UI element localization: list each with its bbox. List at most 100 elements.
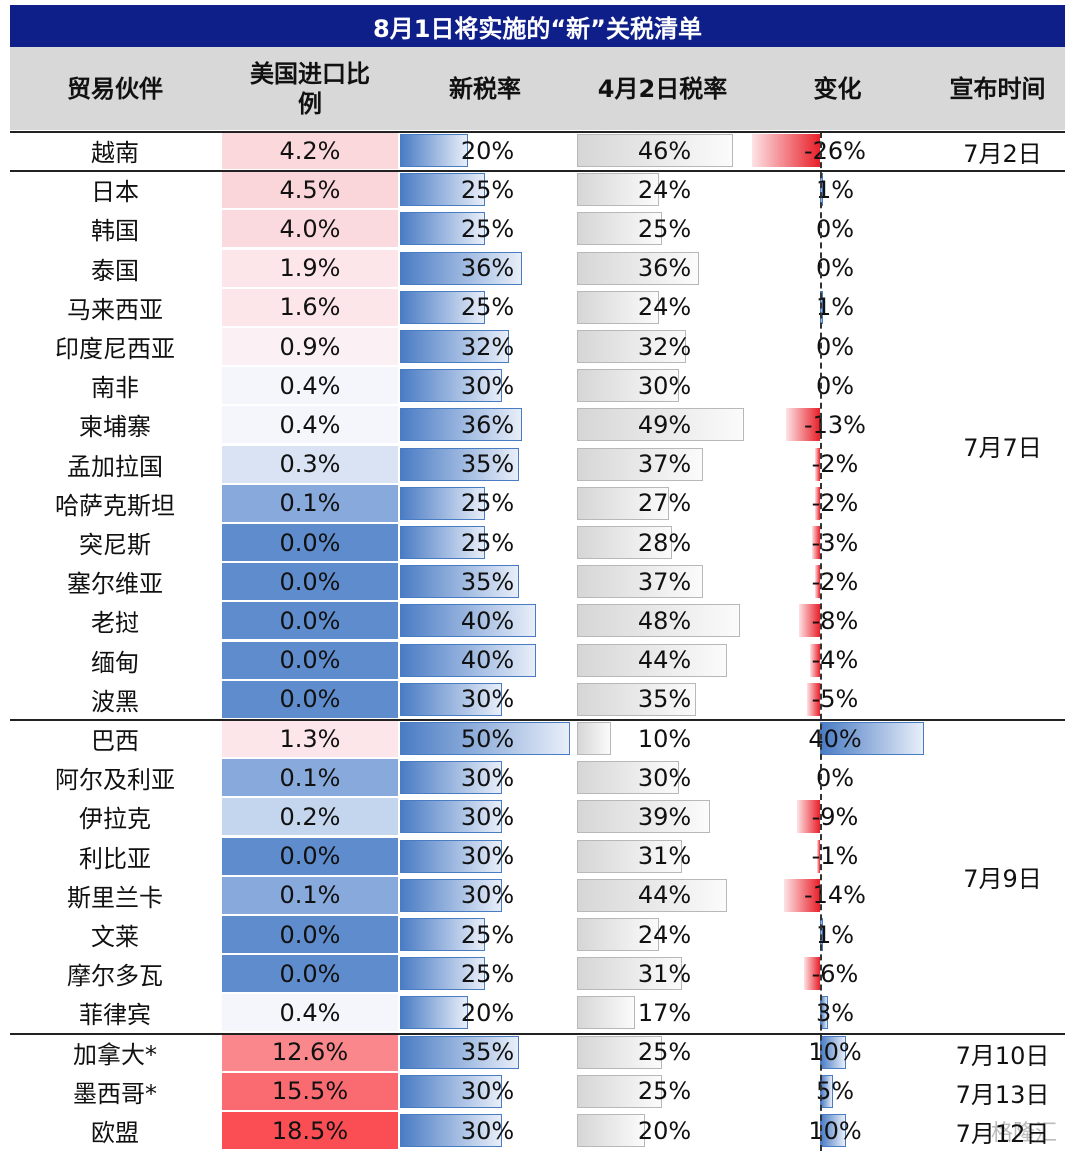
apr-rate-value: 25% bbox=[637, 214, 692, 243]
apr-rate-value: 30% bbox=[637, 371, 692, 400]
share-value: 0.0% bbox=[222, 641, 398, 679]
apr-rate-value: 24% bbox=[637, 920, 692, 949]
table-row: 南非 0.4% 30% 30% 0% bbox=[10, 367, 1065, 406]
change-bar bbox=[814, 486, 820, 520]
change-value: -5% bbox=[811, 685, 859, 714]
change-bar bbox=[807, 682, 820, 716]
new-rate-value: 20% bbox=[460, 998, 515, 1027]
apr-rate-value: 49% bbox=[637, 410, 692, 439]
table-row: 菲律宾 0.4% 20% 17% 3% bbox=[10, 994, 1065, 1033]
table-row: 斯里兰卡 0.1% 30% 44% -14% bbox=[10, 876, 1065, 916]
apr-rate-bar bbox=[577, 643, 727, 677]
change-value: -2% bbox=[811, 450, 859, 479]
header-change: 变化 bbox=[813, 74, 862, 103]
share-value: 12.6% bbox=[222, 1033, 398, 1071]
partner-label: 加拿大* bbox=[73, 1040, 157, 1069]
new-rate-bar bbox=[400, 486, 485, 520]
table-row: 欧盟 18.5% 30% 20% 10% bbox=[10, 1112, 1065, 1151]
partner-label: 利比亚 bbox=[79, 844, 151, 873]
table-row: 马来西亚 1.6% 25% 24% 1% bbox=[10, 288, 1065, 328]
change-bar bbox=[814, 565, 820, 599]
table-row: 加拿大* 12.6% 35% 25% 10% bbox=[10, 1033, 1065, 1073]
table-row: 摩尔多瓦 0.0% 25% 31% -6% bbox=[10, 955, 1065, 994]
tariff-table: 8月1日将实施的“新”关税清单 贸易伙伴 美国进口比例 新税率 4月2日税率 变… bbox=[10, 5, 1065, 1155]
share-value: 4.5% bbox=[222, 171, 398, 209]
table-row: 文莱 0.0% 25% 24% 1% bbox=[10, 916, 1065, 955]
table-row: 泰国 1.9% 36% 36% 0% bbox=[10, 249, 1065, 289]
share-value: 0.0% bbox=[222, 602, 398, 640]
new-rate-bar bbox=[400, 957, 485, 991]
apr-rate-bar bbox=[577, 251, 700, 285]
apr-rate-value: 28% bbox=[637, 528, 692, 557]
apr-rate-value: 39% bbox=[637, 802, 692, 831]
apr-rate-bar bbox=[577, 839, 683, 873]
group-separator bbox=[10, 1032, 1065, 1035]
change-value: 40% bbox=[808, 724, 862, 753]
share-value: 1.9% bbox=[222, 249, 398, 287]
new-rate-value: 30% bbox=[460, 881, 515, 910]
table-row: 波黑 0.0% 30% 35% -5% bbox=[10, 680, 1065, 720]
new-rate-value: 40% bbox=[460, 646, 515, 675]
header-apr-rate: 4月2日税率 bbox=[597, 74, 728, 103]
table-row: 日本 4.5% 25% 24% 1% bbox=[10, 171, 1065, 210]
new-rate-bar bbox=[400, 1114, 502, 1147]
apr-rate-value: 25% bbox=[637, 1077, 692, 1106]
partner-label: 印度尼西亚 bbox=[55, 335, 175, 363]
new-rate-value: 30% bbox=[460, 685, 515, 714]
share-value: 0.1% bbox=[222, 759, 398, 797]
change-bar bbox=[814, 447, 820, 481]
change-value: -9% bbox=[811, 802, 859, 831]
announce-date: 7月2日 bbox=[963, 140, 1042, 169]
table-row: 墨西哥* 15.5% 30% 25% 5% bbox=[10, 1072, 1065, 1112]
partner-label: 塞尔维亚 bbox=[67, 570, 163, 599]
change-value: -26% bbox=[803, 136, 866, 165]
change-value: 1% bbox=[815, 920, 855, 949]
partner-label: 波黑 bbox=[91, 687, 139, 716]
apr-rate-bar bbox=[577, 565, 703, 599]
table-row: 利比亚 0.0% 30% 31% -1% bbox=[10, 837, 1065, 877]
new-rate-bar bbox=[400, 604, 536, 638]
apr-rate-bar bbox=[577, 996, 635, 1030]
partner-label: 墨西哥* bbox=[73, 1079, 157, 1108]
new-rate-value: 36% bbox=[460, 410, 515, 439]
change-bar bbox=[799, 604, 820, 638]
apr-rate-bar bbox=[577, 1035, 662, 1069]
share-value: 0.3% bbox=[222, 445, 398, 483]
partner-label: 文莱 bbox=[91, 923, 139, 951]
apr-rate-value: 10% bbox=[637, 724, 692, 753]
new-rate-bar bbox=[400, 1035, 519, 1069]
change-value: -3% bbox=[811, 528, 859, 557]
partner-label: 巴西 bbox=[91, 727, 139, 755]
change-value: -6% bbox=[811, 959, 859, 988]
new-rate-bar bbox=[400, 918, 485, 951]
table-row: 越南 4.2% 20% 46% -26% bbox=[10, 132, 1065, 171]
partner-label: 摩尔多瓦 bbox=[67, 962, 163, 991]
change-bar bbox=[752, 134, 820, 167]
announce-date: 7月7日 bbox=[963, 434, 1042, 463]
new-rate-value: 25% bbox=[460, 959, 515, 988]
new-rate-value: 25% bbox=[460, 489, 515, 518]
apr-rate-bar bbox=[577, 722, 611, 755]
new-rate-bar bbox=[400, 839, 502, 873]
share-value: 0.4% bbox=[222, 367, 398, 405]
new-rate-value: 25% bbox=[460, 528, 515, 557]
partner-label: 孟加拉国 bbox=[67, 452, 163, 481]
change-value: 0% bbox=[815, 332, 855, 361]
change-value: -14% bbox=[803, 881, 866, 910]
change-value: -2% bbox=[811, 567, 859, 596]
table-row: 缅甸 0.0% 40% 44% -4% bbox=[10, 641, 1065, 681]
share-value: 0.2% bbox=[222, 798, 398, 836]
announce-date: 7月10日 bbox=[955, 1041, 1050, 1070]
apr-rate-value: 27% bbox=[637, 489, 692, 518]
partner-label: 马来西亚 bbox=[67, 295, 163, 324]
change-bar bbox=[812, 526, 820, 559]
new-rate-bar bbox=[400, 996, 468, 1030]
apr-rate-value: 44% bbox=[637, 881, 692, 910]
apr-rate-value: 44% bbox=[637, 646, 692, 675]
new-rate-bar bbox=[400, 643, 536, 677]
partner-label: 缅甸 bbox=[91, 648, 139, 677]
share-value: 0.0% bbox=[222, 916, 398, 953]
table-row: 伊拉克 0.2% 30% 39% -9% bbox=[10, 798, 1065, 837]
partner-label: 老挝 bbox=[91, 609, 139, 638]
apr-rate-value: 46% bbox=[637, 136, 692, 165]
